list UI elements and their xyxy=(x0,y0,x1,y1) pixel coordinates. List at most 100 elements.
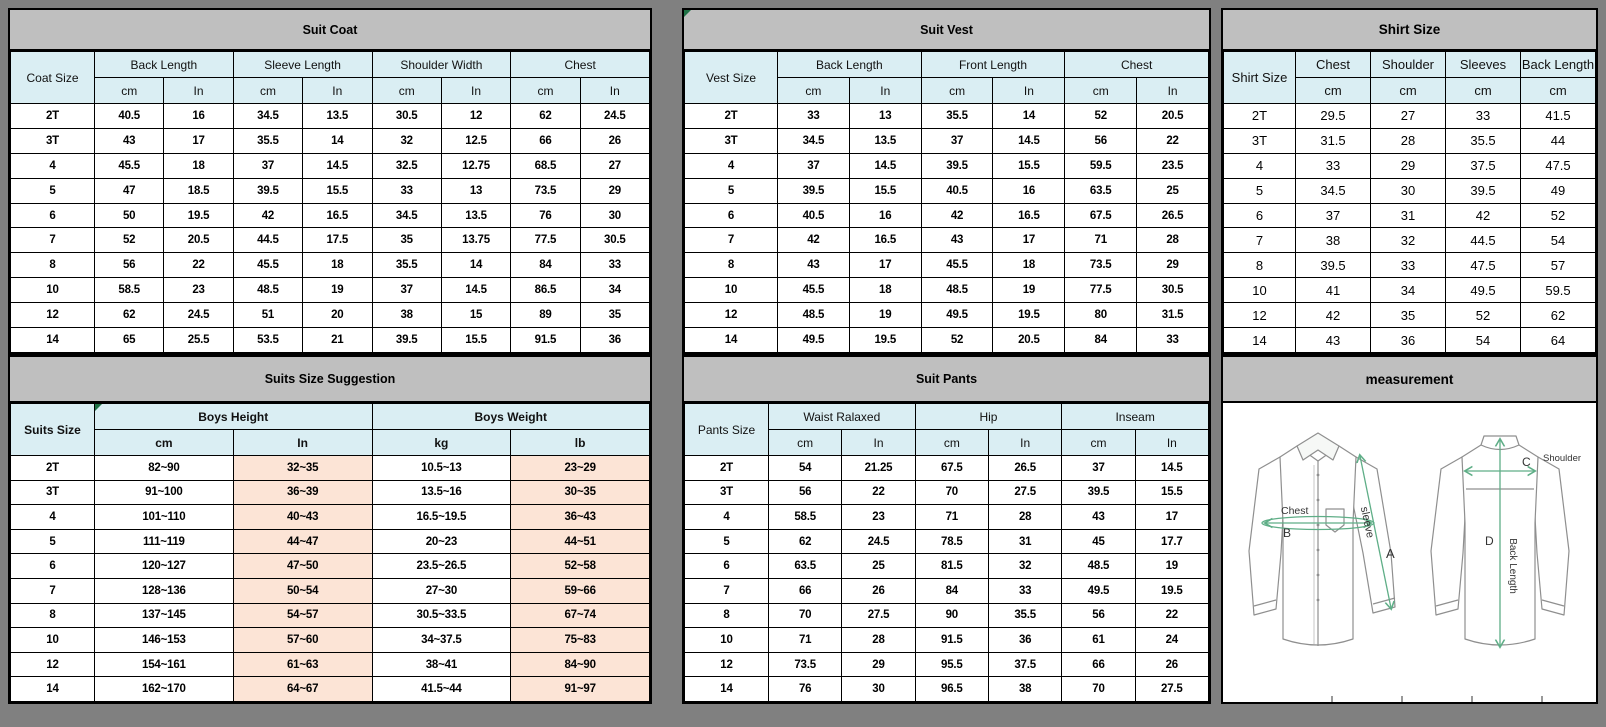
value-cell: 26.5 xyxy=(987,455,1063,481)
value-cell: 16 xyxy=(992,177,1066,204)
suit-coat-table-area: Coat Size Back Length Sleeve Length Shoulde… xyxy=(10,51,651,353)
value-cell: 33 xyxy=(1136,327,1209,353)
suits-size-suggestion-title: Suits Size Suggestion xyxy=(10,357,650,403)
unit-header: cm xyxy=(920,77,994,104)
group-header: Chest xyxy=(1064,51,1209,78)
value-cell: 15.5 xyxy=(302,177,373,204)
table-row: 12 154~161 61~63 38~41 84~90 xyxy=(10,651,650,678)
table-row: 8 39.5 33 47.5 57 xyxy=(1223,252,1596,279)
value-cell: 84 xyxy=(510,252,581,279)
value-cell: 16.5 xyxy=(302,202,373,229)
value-cell: 63.5 xyxy=(1064,177,1138,204)
value-cell: 81.5 xyxy=(914,553,989,579)
value-cell: 37.5 xyxy=(987,651,1063,678)
size-cell: 3T xyxy=(10,479,95,506)
size-cell: 4 xyxy=(10,504,95,530)
value-cell: 36~43 xyxy=(510,504,650,530)
value-cell: 24.5 xyxy=(841,528,916,555)
value-cell: 71 xyxy=(767,627,843,653)
value-cell: 128~136 xyxy=(94,577,234,604)
value-cell: 35.5 xyxy=(920,103,994,129)
value-cell: 33 xyxy=(371,177,442,204)
unit-header: In xyxy=(992,77,1066,104)
group-header: Back Length xyxy=(1520,51,1596,78)
group-header: Boys Weight xyxy=(371,403,650,430)
size-cell: 8 xyxy=(10,602,95,629)
table-row: 4 58.5 23 71 28 43 17 xyxy=(684,504,1210,530)
value-cell: 28 xyxy=(1136,227,1209,254)
size-cell: 10 xyxy=(10,627,95,653)
value-cell: 76 xyxy=(767,676,843,702)
value-cell: 66 xyxy=(510,127,581,154)
value-cell: 48.5 xyxy=(232,277,304,304)
value-cell: 52 xyxy=(1445,302,1521,329)
value-cell: 45 xyxy=(1061,528,1136,555)
suit-vest-title: Suit Vest xyxy=(684,10,1209,51)
value-cell: 78.5 xyxy=(914,528,989,555)
value-cell: 23 xyxy=(841,504,916,530)
value-cell: 22 xyxy=(841,479,916,506)
value-cell: 45.5 xyxy=(777,277,850,304)
value-cell: 21.25 xyxy=(841,455,916,481)
table-row: 7 42 16.5 43 17 71 28 xyxy=(684,227,1209,254)
value-cell: 38~41 xyxy=(371,651,512,678)
value-cell: 40.5 xyxy=(920,177,994,204)
table-row: 6 37 31 42 52 xyxy=(1223,202,1596,229)
table-row: 6 40.5 16 42 16.5 67.5 26.5 xyxy=(684,202,1209,229)
value-cell: 38 xyxy=(1295,227,1371,254)
value-cell: 33 xyxy=(1445,103,1521,129)
table-row: 5 62 24.5 78.5 31 45 17.7 xyxy=(684,528,1210,555)
table-row: 2T 40.5 16 34.5 13.5 30.5 12 62 24.5 xyxy=(10,103,651,129)
value-cell: 15.5 xyxy=(992,152,1066,179)
value-cell: 35.5 xyxy=(371,252,442,279)
value-cell: 39.5 xyxy=(1445,177,1521,204)
value-cell: 17 xyxy=(848,252,922,279)
value-cell: 38 xyxy=(987,676,1063,702)
value-cell: 43 xyxy=(1061,504,1136,530)
value-cell: 13.5 xyxy=(440,202,512,229)
value-cell: 70 xyxy=(914,479,989,506)
value-cell: 56 xyxy=(1064,127,1138,154)
value-cell: 33 xyxy=(579,252,651,279)
value-cell: 56 xyxy=(1061,602,1136,629)
group-header: Back Length xyxy=(777,51,922,78)
value-cell: 56 xyxy=(93,252,165,279)
value-cell: 27.5 xyxy=(987,479,1063,506)
value-cell: 154~161 xyxy=(94,651,234,678)
value-cell: 49.5 xyxy=(777,327,850,353)
value-cell: 14.5 xyxy=(302,152,373,179)
table-row: 4 37 14.5 39.5 15.5 59.5 23.5 xyxy=(684,152,1209,179)
chest-label: Chest xyxy=(1281,505,1309,517)
size-cell: 12 xyxy=(684,302,778,329)
suit-vest-table: Vest Size Back Length Front Length Chest cm I… xyxy=(684,51,1209,353)
value-cell: 47.5 xyxy=(1445,252,1521,279)
table-row: 7 66 26 84 33 49.5 19.5 xyxy=(684,577,1210,604)
value-cell: 20.5 xyxy=(1136,103,1209,129)
unit-header: In xyxy=(302,77,373,104)
group-header: Boys Height xyxy=(94,403,373,430)
value-cell: 42 xyxy=(232,202,304,229)
shirt-size-table: Shirt Size Chest Shoulder Sleeves Back Lengt… xyxy=(1223,51,1596,353)
table-row: 4 101~110 40~43 16.5~19.5 36~43 xyxy=(10,504,650,530)
size-column-header: Coat Size xyxy=(10,51,95,104)
size-column-header: Suits Size xyxy=(10,403,95,456)
shirt-size-table-area: Shirt Size Chest Shoulder Sleeves Back Lengt… xyxy=(1223,51,1596,353)
value-cell: 36~39 xyxy=(232,479,373,506)
value-cell: 54 xyxy=(1520,227,1596,254)
value-cell: 59.5 xyxy=(1520,277,1596,304)
value-cell: 12.75 xyxy=(440,152,512,179)
group-header: Waist Ralaxed xyxy=(768,403,916,430)
value-cell: 28 xyxy=(987,504,1063,530)
value-cell: 70 xyxy=(767,602,843,629)
table-row: 5 39.5 15.5 40.5 16 63.5 25 xyxy=(684,177,1209,204)
value-cell: 44~51 xyxy=(510,528,650,555)
value-cell: 34.5 xyxy=(232,103,304,129)
value-cell: 38 xyxy=(371,302,442,329)
value-cell: 34 xyxy=(1370,277,1446,304)
value-cell: 84~90 xyxy=(510,651,650,678)
unit-header: In xyxy=(163,77,234,104)
value-cell: 43 xyxy=(1295,327,1371,353)
size-cell: 14 xyxy=(10,327,95,353)
value-cell: 18 xyxy=(163,152,234,179)
value-cell: 77.5 xyxy=(510,227,581,254)
